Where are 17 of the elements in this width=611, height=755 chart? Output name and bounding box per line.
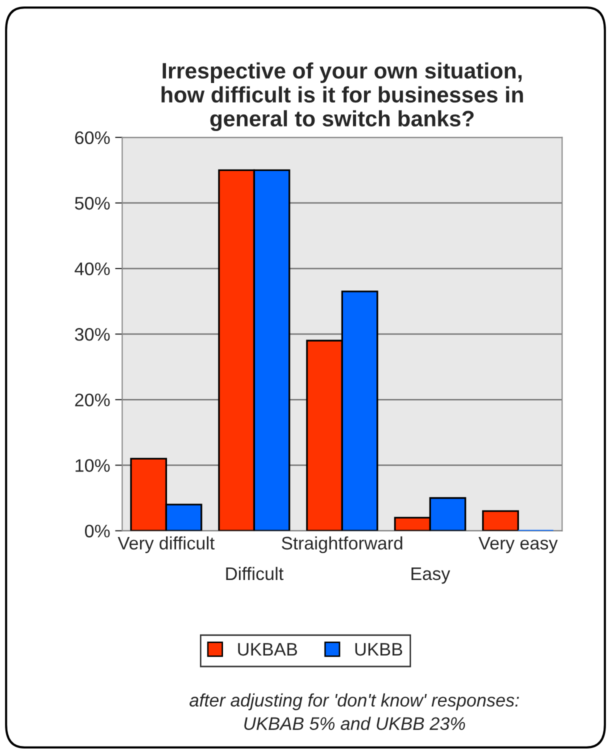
legend-label: UKBAB (238, 643, 298, 656)
y-tick-label: 0% (85, 524, 110, 538)
text: after adjusting for 'don't know' responses: UKBAB 5% and UKBB 23% (190, 693, 519, 730)
x-tick-label: Straightforward (282, 536, 402, 554)
bar (482, 510, 519, 531)
x-tick-label: Very difficult (118, 536, 215, 554)
y-tick-label: 10% (76, 459, 110, 472)
y-tick-label: 30% (74, 328, 110, 341)
y-tick-label: 40% (74, 262, 110, 276)
y-tick-label: 60% (75, 131, 110, 144)
chart-title: Irrespective of your own situation, how difficult is it for businesses in general to switch banks? (162, 62, 523, 132)
x-tick-label: Difficult (226, 566, 284, 580)
y-tick-label: 50% (74, 196, 110, 210)
x-tick-label: Very easy (478, 536, 558, 554)
y-tick-label: 20% (75, 394, 110, 406)
x-tick-label: Easy (412, 568, 450, 584)
legend-label: UKBB (355, 643, 402, 656)
